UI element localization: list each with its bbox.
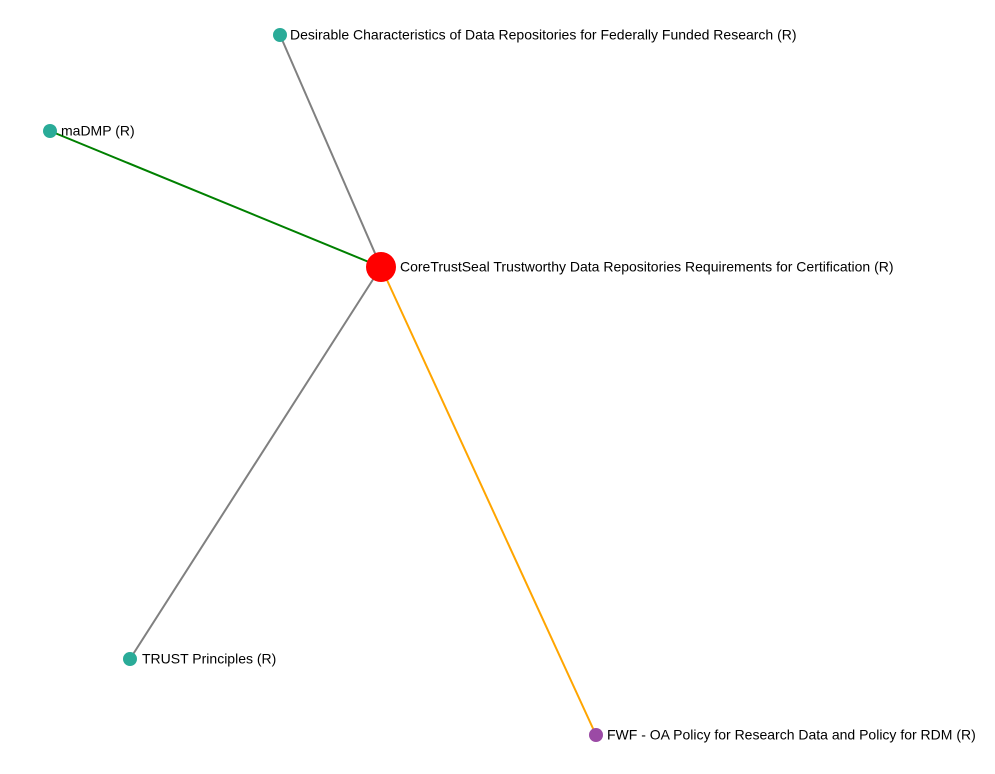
node-madmp-dot[interactable] <box>43 124 57 138</box>
node-desirable[interactable]: Desirable Characteristics of Data Reposi… <box>273 27 797 43</box>
edge-desirable <box>279 34 382 268</box>
node-trust-dot[interactable] <box>123 652 137 666</box>
node-madmp[interactable]: maDMP (R) <box>43 123 135 139</box>
node-fwf-label: FWF - OA Policy for Research Data and Po… <box>607 727 976 743</box>
edge-trust <box>129 266 382 660</box>
node-desirable-dot[interactable] <box>273 28 287 42</box>
node-fwf-dot[interactable] <box>589 728 603 742</box>
edges-layer <box>49 34 597 736</box>
node-trust-label: TRUST Principles (R) <box>142 651 276 667</box>
edge-madmp <box>49 130 382 268</box>
edge-fwf <box>380 266 597 736</box>
node-madmp-label: maDMP (R) <box>61 123 135 139</box>
node-desirable-label: Desirable Characteristics of Data Reposi… <box>290 27 797 43</box>
node-center-dot[interactable] <box>366 252 396 282</box>
nodes-layer: Desirable Characteristics of Data Reposi… <box>43 27 976 743</box>
node-fwf[interactable]: FWF - OA Policy for Research Data and Po… <box>589 727 976 743</box>
node-center[interactable]: CoreTrustSeal Trustworthy Data Repositor… <box>366 252 894 282</box>
node-center-label: CoreTrustSeal Trustworthy Data Repositor… <box>400 259 894 275</box>
node-trust[interactable]: TRUST Principles (R) <box>123 651 276 667</box>
